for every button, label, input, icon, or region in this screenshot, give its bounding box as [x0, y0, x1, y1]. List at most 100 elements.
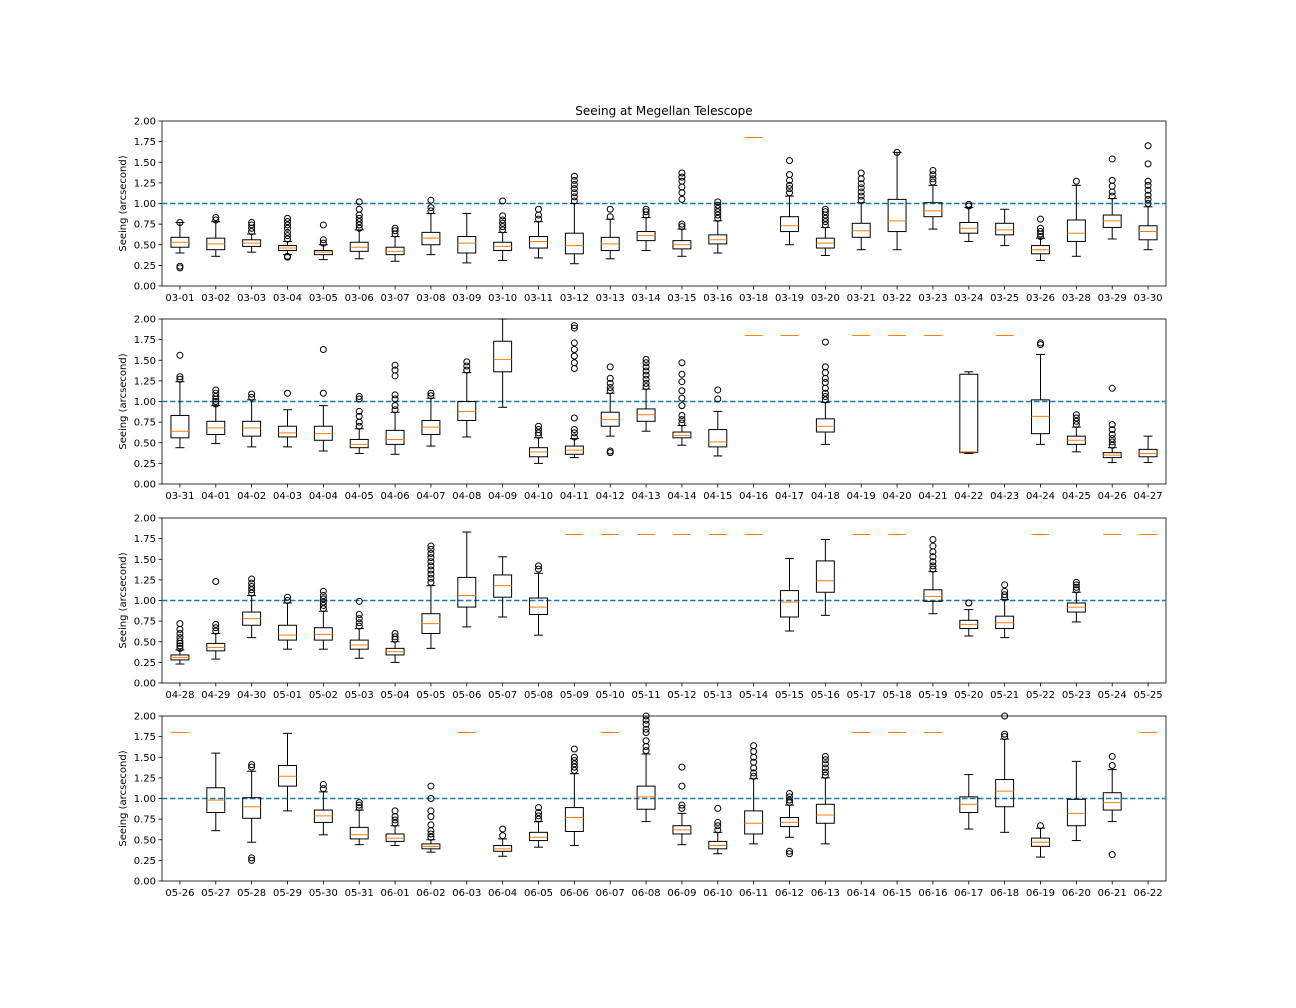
- y-tick-label: 0.25: [134, 261, 156, 272]
- outlier-point: [1144, 181, 1152, 189]
- outlier-point: [821, 396, 829, 404]
- iqr-box: [457, 236, 477, 254]
- outlier-point: [642, 355, 650, 363]
- iqr-box: [995, 779, 1015, 808]
- outlier-point: [499, 825, 507, 833]
- x-tick-label: 04-02: [237, 491, 266, 502]
- box-05-29: [278, 732, 297, 812]
- x-tick-label: 06-08: [632, 888, 661, 899]
- x-tick-label: 04-07: [416, 491, 445, 502]
- box-04-09: [493, 318, 513, 408]
- box-05-19: [923, 535, 943, 615]
- outlier-point: [678, 402, 686, 410]
- outlier-point: [570, 339, 578, 347]
- outlier-point: [427, 545, 435, 553]
- outlier-point: [1108, 435, 1116, 443]
- x-tick-label: 03-22: [883, 293, 912, 304]
- iqr-box: [529, 831, 548, 842]
- x-tick-label: 04-15: [703, 491, 732, 502]
- iqr-box: [708, 429, 728, 448]
- outlier-point: [1108, 441, 1116, 449]
- outlier-point: [570, 414, 578, 422]
- outlier-point: [427, 782, 435, 790]
- box-04-15: [708, 386, 728, 457]
- iqr-box: [349, 826, 369, 840]
- x-tick-label: 03-21: [847, 293, 876, 304]
- outlier-point: [678, 183, 686, 191]
- outlier-point: [212, 216, 220, 224]
- x-tick-label: 04-27: [1134, 491, 1163, 502]
- box-03-31: [170, 351, 190, 449]
- outlier-point: [1108, 438, 1116, 446]
- box-03-05: [313, 221, 333, 261]
- outlier-point: [427, 574, 435, 582]
- x-tick-label: 05-16: [811, 690, 840, 701]
- outlier-point: [929, 565, 937, 573]
- outlier-point: [499, 216, 507, 224]
- x-tick-label: 04-25: [1062, 491, 1091, 502]
- figure-title: Seeing at Megellan Telescope: [575, 104, 752, 118]
- outlier-point: [1144, 191, 1152, 199]
- x-tick-label: 05-08: [524, 690, 553, 701]
- outlier-point: [248, 763, 256, 771]
- outlier-point: [248, 218, 256, 226]
- outlier-point: [1001, 733, 1009, 741]
- box-04-30: [242, 575, 262, 639]
- x-tick-label: 06-06: [560, 888, 589, 899]
- y-tick-label: 1.00: [134, 397, 156, 408]
- x-tick-label: 05-04: [381, 690, 410, 701]
- x-tick-label: 03-03: [237, 293, 266, 304]
- x-tick-label: 05-29: [273, 888, 302, 899]
- outlier-point: [1037, 233, 1044, 240]
- outlier-point: [570, 365, 578, 372]
- outlier-point: [319, 346, 327, 354]
- outlier-point: [1144, 195, 1152, 203]
- outlier-point: [355, 597, 363, 605]
- outlier-point: [248, 575, 256, 583]
- box-06-13: [815, 752, 835, 845]
- x-tick-label: 03-12: [560, 293, 589, 304]
- outlier-point: [678, 804, 686, 812]
- outlier-point: [499, 212, 507, 220]
- outlier-point: [284, 218, 291, 226]
- y-tick-label: 0.50: [134, 637, 156, 648]
- iqr-box: [780, 216, 799, 233]
- outlier-point: [642, 725, 650, 733]
- y-tick-label: 0.50: [134, 835, 156, 846]
- outlier-point: [821, 218, 829, 226]
- outlier-point: [1072, 586, 1080, 594]
- outlier-point: [319, 598, 327, 606]
- box-05-21: [995, 581, 1015, 639]
- box-06-11: [744, 742, 764, 845]
- box-06-09: [672, 763, 692, 846]
- box-05-27: [206, 752, 226, 832]
- x-tick-label: 06-03: [452, 888, 481, 899]
- outlier-point: [427, 549, 435, 557]
- outlier-point: [857, 180, 865, 188]
- outlier-point: [1072, 583, 1080, 591]
- box-04-29: [206, 578, 226, 660]
- outlier-point: [499, 197, 507, 205]
- outlier-point: [355, 205, 363, 213]
- outlier-point: [1072, 417, 1080, 425]
- box-03-22: [887, 148, 907, 251]
- iqr-box: [529, 236, 548, 249]
- outlier-point: [355, 611, 363, 619]
- outlier-point: [642, 712, 650, 720]
- x-tick-label: 03-28: [1062, 293, 1091, 304]
- outlier-point: [786, 847, 793, 855]
- y-tick-label: 1.50: [134, 753, 156, 764]
- outlier-point: [714, 214, 722, 222]
- outlier-point: [176, 373, 184, 381]
- outlier-point: [535, 426, 542, 434]
- x-tick-label: 06-11: [739, 888, 768, 899]
- outlier-point: [821, 214, 829, 222]
- y-tick-label: 1.00: [134, 199, 156, 210]
- y-tick-label: 1.75: [134, 137, 156, 148]
- x-tick-label: 03-13: [596, 293, 625, 304]
- x-tick-label: 04-01: [201, 491, 230, 502]
- outlier-point: [355, 622, 363, 630]
- outlier-point: [678, 763, 686, 771]
- iqr-box: [349, 438, 369, 449]
- outlier-point: [1001, 730, 1009, 738]
